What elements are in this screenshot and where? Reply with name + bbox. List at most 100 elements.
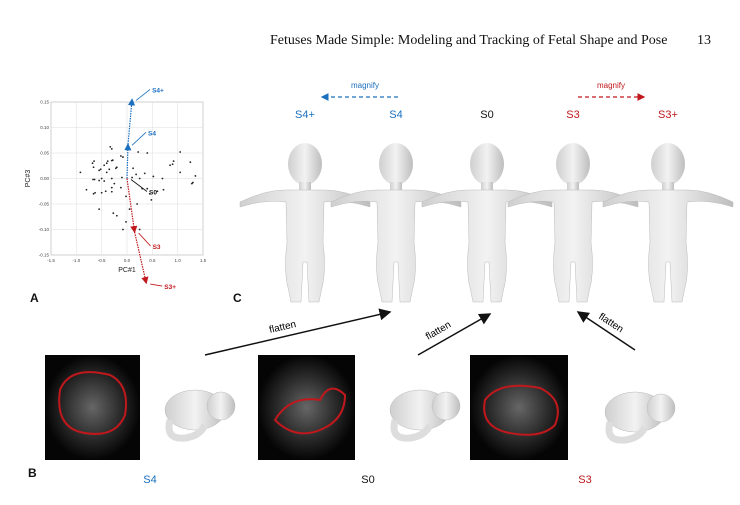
annotation-s4_plus: S4+: [152, 87, 164, 94]
fetal-model-s4: [330, 142, 462, 303]
curled-fetus-s3: [605, 392, 675, 440]
data-point: [110, 190, 113, 193]
trajectory-s4_plus: [127, 98, 136, 145]
segmentation-outline-s4: [58, 371, 127, 435]
flatten-arrows: flatten flatten flatten: [204, 308, 636, 356]
mri-image-s0: [258, 355, 355, 460]
data-point: [113, 182, 116, 185]
data-point: [148, 192, 151, 195]
data-point: [172, 160, 175, 163]
data-point: [100, 177, 103, 180]
data-point: [103, 164, 106, 167]
data-point: [179, 171, 182, 174]
data-point: [92, 178, 94, 181]
y-tick-label: -0.15: [39, 253, 50, 258]
data-point: [122, 156, 124, 158]
data-point: [92, 166, 95, 169]
panel-label-b: B: [28, 466, 37, 480]
flatten-label: flatten: [424, 319, 453, 342]
running-title: Fetuses Made Simple: Modeling and Tracki…: [270, 33, 668, 48]
data-point: [115, 166, 118, 169]
data-point: [136, 203, 139, 205]
data-point: [194, 175, 197, 177]
mri-label-s4: S4: [143, 474, 156, 486]
flatten-label: flatten: [596, 311, 625, 335]
segmentation-outline-s0: [273, 387, 347, 435]
data-point: [137, 151, 140, 153]
data-point: [110, 177, 113, 180]
mri-label-s3: S3: [578, 474, 591, 486]
magnify-label-right: magnify: [597, 81, 625, 90]
data-point: [135, 173, 138, 176]
trajectory-s4: [124, 143, 132, 179]
data-point: [179, 151, 182, 153]
x-tick-label: 0.0: [124, 258, 131, 263]
y-tick-label: 0.00: [40, 176, 49, 181]
data-point: [98, 179, 101, 182]
data-point: [143, 172, 146, 175]
annotation-arrow-s3_plus: [150, 283, 163, 287]
y-tick-label: 0.15: [40, 100, 49, 105]
y-tick-label: -0.10: [39, 227, 50, 232]
fetal-model-s3: [507, 142, 639, 303]
annotation-s4: S4: [148, 130, 156, 137]
model-label-s0: S0: [480, 109, 493, 121]
curled-fetus-s4: [165, 390, 235, 438]
annotation-arrow-s4: [131, 132, 147, 146]
model-label-s4-plus: S4+: [295, 109, 315, 121]
data-point: [120, 186, 122, 189]
data-point: [146, 152, 149, 154]
data-point: [120, 155, 122, 157]
data-point: [106, 160, 109, 163]
x-tick-label: 0.5: [149, 258, 156, 263]
y-tick-label: 0.05: [40, 151, 49, 156]
flatten-label: flatten: [268, 319, 297, 336]
data-point: [125, 195, 127, 198]
data-point: [98, 208, 101, 211]
trajectory-s3: [126, 178, 138, 234]
annotation-arrow-s3: [138, 232, 151, 247]
data-point: [121, 176, 123, 179]
mri-label-s0: S0: [361, 474, 374, 486]
annotation-s0: S0: [149, 190, 157, 197]
data-point: [85, 188, 88, 191]
y-tick-label: -0.05: [39, 202, 50, 207]
data-point: [191, 181, 194, 184]
data-point: [152, 175, 155, 178]
x-tick-label: 1.0: [175, 258, 182, 263]
data-point: [100, 191, 103, 194]
data-point: [94, 191, 96, 194]
panel-c-figures: magnify magnify S4+ S4 S0 S3 S3+: [239, 81, 734, 303]
data-point: [93, 160, 95, 163]
magnify-label-left: magnify: [351, 81, 379, 90]
trajectory-s3_plus: [134, 231, 149, 285]
panel-label-a: A: [30, 291, 39, 305]
flatten-arrow-s0: [417, 313, 492, 356]
x-axis-label: PC#1: [118, 267, 136, 274]
x-tick-label: -0.5: [98, 258, 106, 263]
annotation-arrow-s0: [130, 179, 148, 192]
panel-label-c: C: [233, 291, 242, 305]
model-label-s3-plus: S3+: [658, 109, 678, 121]
data-point: [105, 171, 108, 174]
curled-fetus-s0: [390, 390, 460, 438]
data-point: [110, 186, 113, 189]
data-point: [92, 192, 95, 195]
data-point: [169, 164, 171, 167]
data-point: [146, 187, 149, 190]
data-point: [138, 177, 141, 180]
flatten-arrow-s4: [204, 308, 392, 356]
data-point: [99, 168, 102, 171]
model-label-s4: S4: [389, 109, 402, 121]
flatten-arrow-s3: [576, 311, 636, 351]
fetal-model-s0: [421, 142, 553, 303]
fetal-model-s4-plus: [239, 142, 371, 303]
data-point: [109, 145, 112, 148]
page-number: 13: [697, 33, 711, 48]
x-tick-label: -1.0: [72, 258, 80, 263]
y-tick-label: 0.10: [40, 125, 49, 130]
fetal-model-s3-plus: [602, 142, 734, 303]
segmentation-outline-s3: [483, 384, 559, 436]
